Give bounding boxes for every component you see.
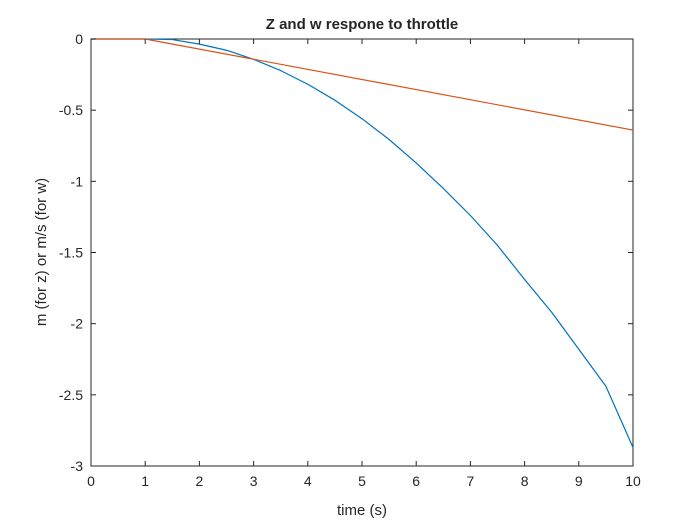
- plot-area: 0 1 2 3 4 5 6 7 8 9 10 0 -0.5 -1 -1.5 -2 -2.5 -3: [59, 31, 641, 489]
- x-tick-label: 2: [196, 473, 204, 489]
- x-tick-label: 9: [575, 473, 583, 489]
- y-tick-label: 0: [75, 31, 83, 47]
- x-tick-label: 10: [625, 473, 641, 489]
- series-line-1: [91, 38, 634, 448]
- x-tick-label: 8: [521, 473, 529, 489]
- y-tick-label: -1.5: [59, 245, 83, 261]
- x-tick-label: 6: [412, 473, 420, 489]
- y-tick-label: -3: [71, 458, 84, 474]
- axes-box: [90, 38, 634, 467]
- tick-layer: 0 1 2 3 4 5 6 7 8 9 10 0 -0.5 -1 -1.5 -2 -2.5 -3: [59, 31, 641, 489]
- x-tick-label: 5: [358, 473, 366, 489]
- y-tick-label: -0.5: [59, 102, 83, 118]
- x-tick-label: 7: [467, 473, 475, 489]
- y-axis-label: m (for z) or m/s (for w): [33, 178, 50, 326]
- y-tick-label: -2: [71, 316, 84, 332]
- y-tick-label: -2.5: [59, 387, 83, 403]
- x-tick-label: 0: [87, 473, 95, 489]
- chart-title: Z and w respone to throttle: [266, 16, 459, 33]
- x-axis-label: time (s): [337, 502, 387, 519]
- x-tick-label: 4: [304, 473, 312, 489]
- y-tick-label: -1: [71, 173, 84, 189]
- x-tick-label: 1: [141, 473, 149, 489]
- x-tick-label: 3: [250, 473, 258, 489]
